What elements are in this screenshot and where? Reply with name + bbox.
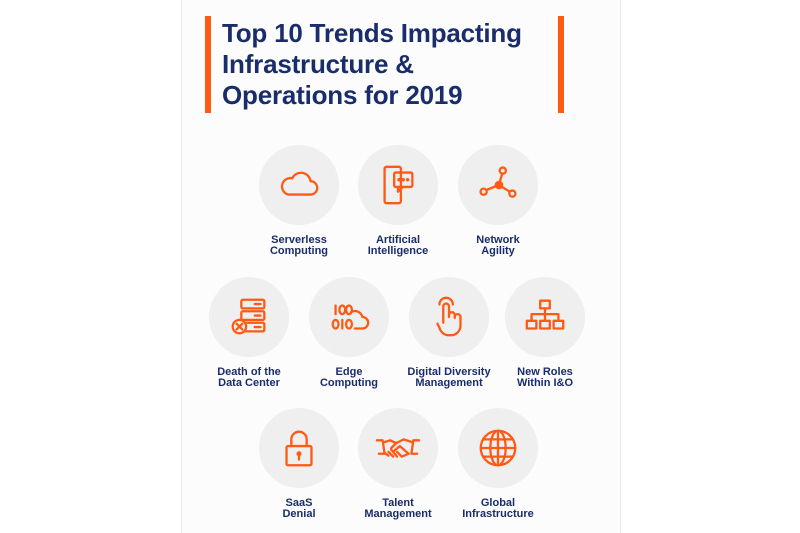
trend-icon-circle: [458, 408, 538, 488]
trend-digital-diversity-management: Digital Diversity Management: [384, 277, 514, 389]
trend-icon-circle: [209, 277, 289, 357]
lock-icon: [285, 430, 313, 467]
trend-label-line-2: Management: [364, 508, 432, 520]
trend-label: Artificial Intelligence: [333, 235, 463, 257]
trend-new-roles-within-io: New Roles Within I&O: [480, 277, 610, 389]
trend-label-line-2: Intelligence: [367, 245, 429, 257]
trend-label: Global Infrastructure: [433, 498, 563, 520]
trend-icon-circle: [409, 277, 489, 357]
trend-label-line-2: Agility: [481, 245, 515, 257]
trend-label: Digital Diversity Management: [384, 367, 514, 389]
ai-chat-icon: [383, 165, 414, 205]
trend-death-of-the-data-center: Death of the Data Center: [184, 277, 314, 389]
trend-label-line-2: Computing: [269, 245, 329, 257]
trend-icon-circle: [358, 408, 438, 488]
cloud-icon: [280, 171, 319, 196]
server-x-icon: [231, 298, 266, 335]
trend-label-line-1: Serverless: [271, 234, 327, 246]
trend-label-line-1: Network: [476, 234, 520, 246]
title-accent-bar-left: [205, 16, 211, 113]
trend-label-line-1: Digital Diversity: [407, 366, 491, 378]
trend-label-line-2: Infrastructure: [462, 508, 534, 520]
globe-icon: [479, 429, 517, 467]
touch-icon: [436, 296, 462, 337]
trend-serverless-computing: Serverless Computing: [234, 145, 364, 257]
trend-label: Network Agility: [433, 235, 563, 257]
org-chart-icon: [525, 299, 565, 330]
binary-cloud-icon: [331, 304, 370, 330]
trend-label: Edge Computing: [284, 367, 414, 389]
title-line-2: Infrastructure &: [222, 49, 414, 79]
trend-label-line-2: Data Center: [218, 377, 280, 389]
trend-label: Serverless Computing: [234, 235, 364, 257]
handshake-icon: [375, 438, 421, 458]
network-icon: [479, 166, 517, 198]
trend-icon-circle: [309, 277, 389, 357]
trend-label-line-1: Artificial: [375, 234, 420, 246]
trend-label-line-2: Within I&O: [516, 377, 574, 389]
trend-label: Death of the Data Center: [184, 367, 314, 389]
trend-icon-circle: [358, 145, 438, 225]
trend-label-line-1: SaaS: [285, 497, 313, 509]
trend-icon-circle: [259, 145, 339, 225]
trend-network-agility: Network Agility: [433, 145, 563, 257]
trend-edge-computing: Edge Computing: [284, 277, 414, 389]
trend-label-line-1: New Roles: [517, 366, 573, 378]
trend-label: Talent Management: [333, 498, 463, 520]
trend-icon-circle: [458, 145, 538, 225]
trend-label: SaaS Denial: [234, 498, 364, 520]
trend-saas-denial: SaaS Denial: [234, 408, 364, 520]
trend-icon-circle: [505, 277, 585, 357]
page-title: Top 10 Trends Impacting Infrastructure &…: [222, 18, 562, 111]
trend-icon-circle: [259, 408, 339, 488]
trend-artificial-intelligence: Artificial Intelligence: [333, 145, 463, 257]
trend-label-line-2: Denial: [282, 508, 316, 520]
title-line-3: Operations for 2019: [222, 80, 463, 110]
trend-label-line-1: Talent: [382, 497, 414, 509]
trend-talent-management: Talent Management: [333, 408, 463, 520]
trend-label-line-1: Death of the: [217, 366, 281, 378]
trend-label: New Roles Within I&O: [480, 367, 610, 389]
trend-global-infrastructure: Global Infrastructure: [433, 408, 563, 520]
title-line-1: Top 10 Trends Impacting: [222, 18, 522, 48]
trend-label-line-1: Global: [480, 497, 516, 509]
trend-label-line-2: Computing: [319, 377, 379, 389]
trend-label-line-2: Management: [415, 377, 483, 389]
title-accent-bar-right: [558, 16, 564, 113]
trend-label-line-1: Edge: [335, 366, 363, 378]
